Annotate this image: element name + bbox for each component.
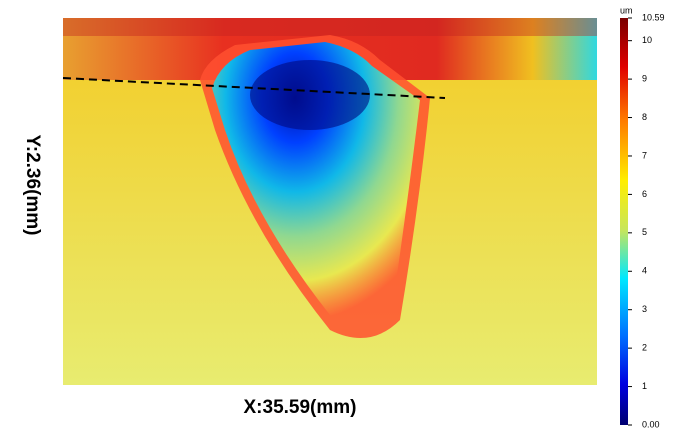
colorbar-tick-label: 9 [642, 73, 647, 83]
colorbar-tick-label: 10 [642, 35, 652, 45]
colorbar-tick-label: 0.00 [642, 419, 660, 429]
colorbar-tick-label: 3 [642, 304, 647, 314]
colorbar-tick-label: 4 [642, 266, 647, 276]
colorbar-tick-label: 5 [642, 227, 647, 237]
x-label: X:35.59(mm) [244, 397, 357, 418]
colorbar-tick-label: 6 [642, 189, 647, 199]
y-label: Y:2.36(mm) [22, 134, 43, 235]
colorbar-tick-label: 1 [642, 381, 647, 391]
colorbar [620, 18, 628, 425]
colorbar-tick-label: 10.59 [642, 12, 665, 22]
colorbar-unit: um [620, 5, 633, 15]
colorbar-tick-label: 7 [642, 150, 647, 160]
colorbar-tick-label: 8 [642, 112, 647, 122]
colorbar-tick-label: 2 [642, 343, 647, 353]
height-map [62, 18, 597, 385]
